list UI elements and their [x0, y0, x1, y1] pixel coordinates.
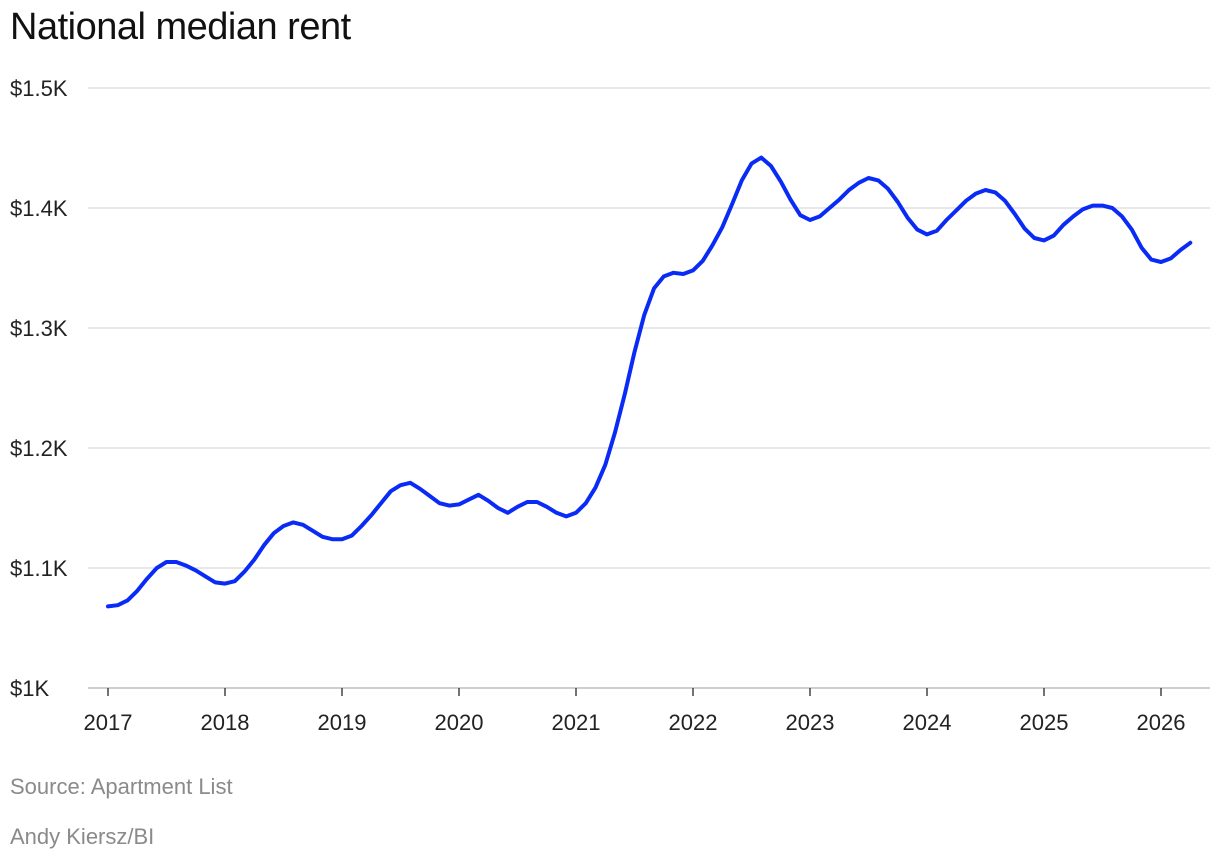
- source-note: Source: Apartment List: [10, 774, 233, 799]
- x-tick-label: 2024: [903, 710, 952, 735]
- x-tick-label: 2022: [669, 710, 718, 735]
- y-tick-label: $1.2K: [10, 436, 68, 461]
- series-group: [106, 155, 1193, 609]
- y-tick-label: $1.3K: [10, 316, 68, 341]
- series-line-median-rent: [106, 155, 1193, 609]
- x-tick-label: 2025: [1020, 710, 1069, 735]
- y-axis-labels: $1K $1.1K $1.2K $1.3K $1.4K $1.5K: [10, 76, 68, 701]
- y-tick-label: $1.1K: [10, 556, 68, 581]
- y-tick-label: $1.5K: [10, 76, 68, 101]
- gridlines: [88, 87, 1210, 569]
- y-tick-label: $1.4K: [10, 196, 68, 221]
- x-tick-label: 2021: [552, 710, 601, 735]
- y-tick-label: $1K: [10, 676, 49, 701]
- x-tick-label: 2020: [435, 710, 484, 735]
- x-tick-label: 2019: [318, 710, 367, 735]
- credit-note: Andy Kiersz/BI: [10, 824, 155, 849]
- chart-title: National median rent: [10, 6, 351, 48]
- x-axis: 2017 2018 2019 2020 2021 2022 2023 2024 2025 2026: [84, 687, 1210, 735]
- x-tick-label: 2018: [201, 710, 250, 735]
- x-tick-label: 2026: [1137, 710, 1186, 735]
- x-tick-label: 2017: [84, 710, 133, 735]
- x-tick-label: 2023: [786, 710, 835, 735]
